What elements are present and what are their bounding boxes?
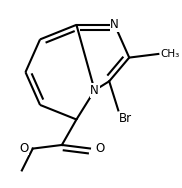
Text: N: N	[110, 18, 119, 31]
Text: O: O	[19, 142, 28, 155]
Text: O: O	[96, 142, 105, 155]
Text: CH₃: CH₃	[160, 49, 179, 59]
Text: N: N	[90, 84, 99, 97]
Text: Br: Br	[119, 112, 132, 125]
